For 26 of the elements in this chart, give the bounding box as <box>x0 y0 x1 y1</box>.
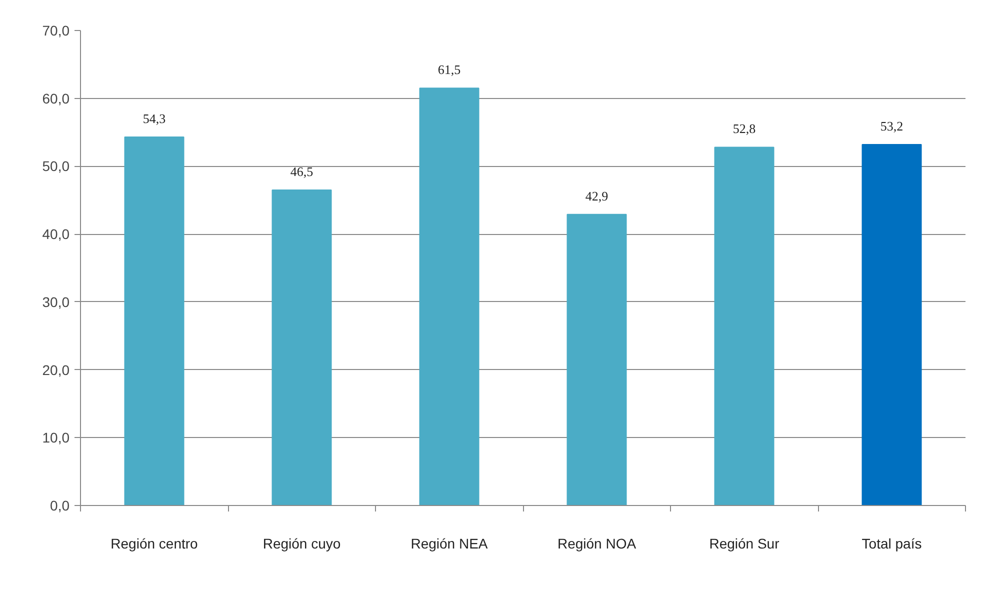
bar <box>124 136 184 506</box>
y-tick-label: 40,0 <box>42 226 70 242</box>
bar <box>272 189 332 506</box>
x-tick-label: Total país <box>862 536 922 552</box>
y-tick-label: 30,0 <box>42 294 70 310</box>
data-label: 46,5 <box>290 164 314 179</box>
data-label: 42,9 <box>585 188 608 204</box>
data-label: 52,8 <box>732 121 756 136</box>
bar <box>862 144 922 506</box>
data-label: 53,2 <box>880 118 904 134</box>
bar <box>419 88 480 506</box>
y-tick-label: 10,0 <box>42 430 70 446</box>
y-tick-label: 20,0 <box>42 362 70 378</box>
y-tick-label: 70,0 <box>42 22 70 38</box>
x-tick-label: Región cuyo <box>262 536 341 552</box>
x-tick-label: Región centro <box>110 536 198 552</box>
y-tick-label: 50,0 <box>42 158 70 174</box>
data-label: 61,5 <box>438 62 461 78</box>
bar <box>566 214 627 506</box>
x-tick-label: Región NOA <box>557 536 637 552</box>
x-tick-label: Región Sur <box>709 536 780 552</box>
y-tick-label: 60,0 <box>42 90 70 106</box>
x-tick-label: Región NEA <box>410 536 488 552</box>
bar <box>714 146 774 506</box>
y-tick-label: 0,0 <box>50 498 70 514</box>
data-label: 54,3 <box>142 111 166 126</box>
